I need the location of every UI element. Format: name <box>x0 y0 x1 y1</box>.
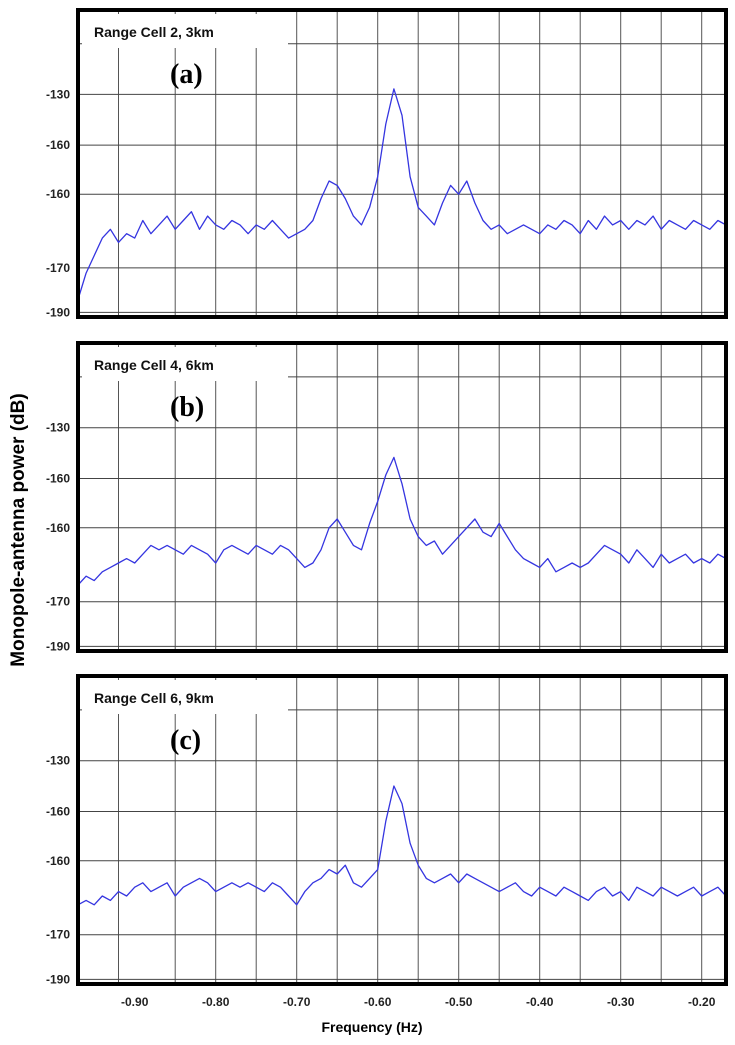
panel-title: Range Cell 2, 3km <box>94 24 214 40</box>
data-line <box>77 785 727 906</box>
x-tick-label: -0.20 <box>688 995 716 1009</box>
plot-frame <box>76 8 728 319</box>
y-tick-label: -160 <box>46 805 70 819</box>
y-tick-label: -130 <box>46 87 70 101</box>
x-tick-label: -0.30 <box>607 995 635 1009</box>
title-box <box>82 680 288 714</box>
chart-panel-2: -130 -160 -160 -170 -190 Range Cell 4, 6km (b) <box>46 341 728 653</box>
y-axis-label: Monopole-antenna power (dB) <box>8 393 29 666</box>
x-tick-label: -0.70 <box>283 995 311 1009</box>
y-tick-label: -130 <box>46 754 70 768</box>
y-tick-label: -160 <box>46 138 70 152</box>
x-axis-label: Frequency (Hz) <box>321 1019 422 1035</box>
panel-label: (b) <box>170 392 204 423</box>
x-tick-label: -0.40 <box>526 995 554 1009</box>
panel-label: (a) <box>170 59 203 90</box>
x-tick-label: -0.90 <box>121 995 149 1009</box>
y-tick-label: -170 <box>46 928 70 942</box>
panel-label: (c) <box>170 725 201 756</box>
x-tick-label: -0.60 <box>364 995 392 1009</box>
chart-panel-1: -130 -160 -160 -170 -190 Range Cell 2, 3km (a) <box>46 8 728 319</box>
x-tick-labels: -0.90 -0.80 -0.70 -0.60 -0.50 -0.40 -0.30 -0.20 <box>121 995 716 1009</box>
y-tick-label: -160 <box>46 187 70 201</box>
data-line <box>77 88 727 300</box>
y-tick-label: -190 <box>46 972 70 986</box>
chart-panel-3: -130 -160 -160 -170 -190 Range Cell 6, 9km (c) <box>46 674 728 986</box>
panel-title: Range Cell 6, 9km <box>94 690 214 706</box>
y-tick-label: -190 <box>46 639 70 653</box>
x-tick-label: -0.80 <box>202 995 230 1009</box>
y-tick-label: -170 <box>46 261 70 275</box>
title-box <box>82 347 288 381</box>
panel-title: Range Cell 4, 6km <box>94 357 214 373</box>
plot-frame <box>76 341 728 653</box>
y-tick-label: -130 <box>46 421 70 435</box>
y-tick-label: -190 <box>46 305 70 319</box>
y-tick-label: -160 <box>46 521 70 535</box>
title-box <box>82 14 288 48</box>
y-tick-label: -160 <box>46 854 70 868</box>
plot-frame <box>76 674 728 986</box>
data-line <box>77 456 727 586</box>
x-tick-label: -0.50 <box>445 995 473 1009</box>
y-tick-label: -160 <box>46 472 70 486</box>
y-tick-label: -170 <box>46 595 70 609</box>
